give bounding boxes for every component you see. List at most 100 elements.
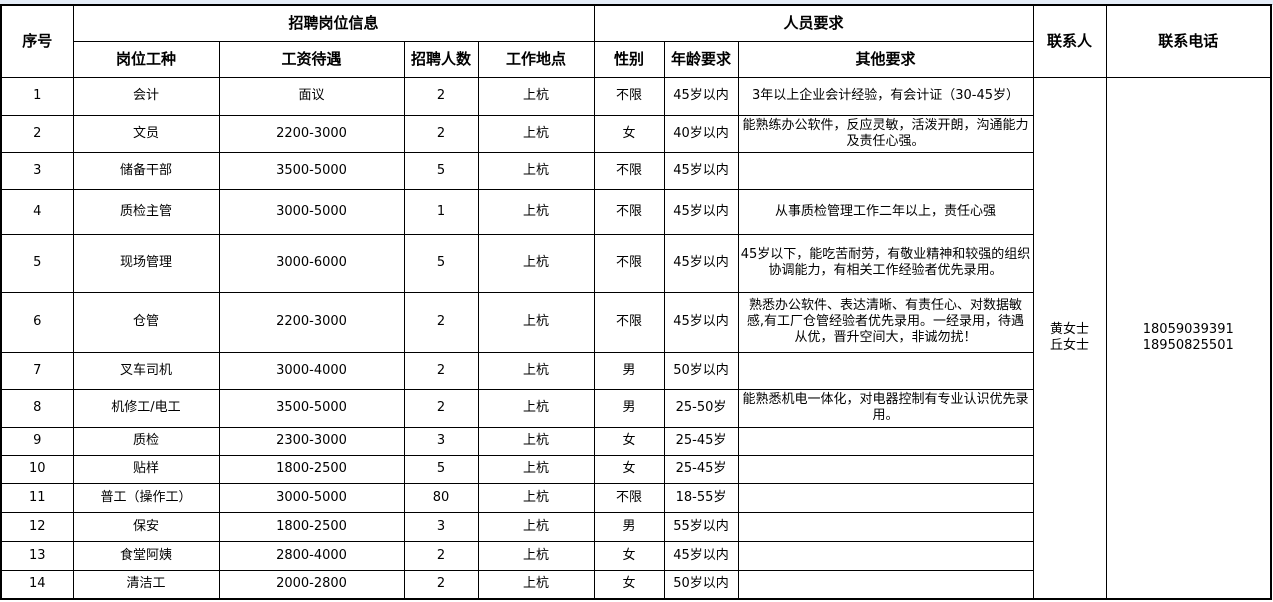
cell-other: 熟悉办公软件、表达清晰、有责任心、对数据敏感,有工厂仓管经验者优先录用。一经录用… xyxy=(737,291,1034,353)
cell-position: 质检 xyxy=(72,426,220,456)
cell-position: 会计 xyxy=(72,76,220,116)
cell-count: 5 xyxy=(403,233,479,293)
cell-age: 18-55岁 xyxy=(663,482,739,513)
cell-salary: 2300-3000 xyxy=(218,426,405,456)
cell-gender: 不限 xyxy=(593,151,665,190)
cell-salary: 面议 xyxy=(218,76,405,116)
cell-location: 上杭 xyxy=(477,351,595,390)
cell-count: 2 xyxy=(403,76,479,116)
cell-gender: 女 xyxy=(593,569,665,600)
cell-location: 上杭 xyxy=(477,76,595,116)
cell-gender: 不限 xyxy=(593,188,665,235)
cell-seq: 6 xyxy=(0,291,74,353)
cell-age: 25-50岁 xyxy=(663,388,739,428)
header-location: 工作地点 xyxy=(477,40,595,78)
cell-seq: 5 xyxy=(0,233,74,293)
cell-age: 25-45岁 xyxy=(663,426,739,456)
cell-position: 食堂阿姨 xyxy=(72,540,220,571)
cell-other xyxy=(737,151,1034,190)
cell-seq: 14 xyxy=(0,569,74,600)
cell-gender: 女 xyxy=(593,540,665,571)
table-row: 7 叉车司机 3000-4000 2 上杭男 50岁以内 xyxy=(0,351,1271,390)
cell-gender: 男 xyxy=(593,351,665,390)
table-row: 8 机修工/电工 3500-5000 2 上杭男 25-50岁 能熟悉机电一体化，对电器控制… xyxy=(0,388,1271,428)
header-seq: 序号 xyxy=(0,4,74,78)
cell-salary: 3000-6000 xyxy=(218,233,405,293)
cell-count: 2 xyxy=(403,291,479,353)
cell-position: 文员 xyxy=(72,114,220,153)
table-row: 3 储备干部 3500-5000 5 上杭 不限 45岁以内 xyxy=(0,151,1271,190)
cell-count: 2 xyxy=(403,569,479,600)
cell-position: 叉车司机 xyxy=(72,351,220,390)
cell-other: 从事质检管理工作二年以上，责任心强 xyxy=(737,188,1034,235)
table-row: 6 仓管 2200-3000 2 上杭 不限 45岁以内 熟悉办公软件、表达清晰、有责任心、对… xyxy=(0,291,1271,353)
cell-age: 25-45岁 xyxy=(663,454,739,484)
cell-seq: 12 xyxy=(0,511,74,542)
cell-age: 45岁以内 xyxy=(663,291,739,353)
cell-location: 上杭 xyxy=(477,188,595,235)
cell-salary: 3500-5000 xyxy=(218,151,405,190)
contact-phones: 18059039391 18950825501 xyxy=(1105,76,1272,600)
cell-gender: 女 xyxy=(593,426,665,456)
cell-seq: 9 xyxy=(0,426,74,456)
cell-position: 仓管 xyxy=(72,291,220,353)
cell-gender: 女 xyxy=(593,114,665,153)
cell-other: 45岁以下，能吃苦耐劳，有敬业精神和较强的组织协调能力，有相关工作经验者优先录用… xyxy=(737,233,1034,293)
header-age: 年龄要求 xyxy=(663,40,739,78)
cell-age: 45岁以内 xyxy=(663,540,739,571)
cell-gender: 不限 xyxy=(593,291,665,353)
cell-other xyxy=(737,511,1034,542)
cell-other: 3年以上企业会计经验，有会计证（30-45岁） xyxy=(737,76,1034,116)
recruitment-table: 序号 招聘岗位信息 人员要求 联系人 联系电话 岗位工种 工资待遇 招聘人数 工… xyxy=(0,4,1272,600)
cell-salary: 2200-3000 xyxy=(218,291,405,353)
cell-salary: 2800-4000 xyxy=(218,540,405,571)
header-job-info: 招聘岗位信息 xyxy=(72,4,595,42)
cell-age: 45岁以内 xyxy=(663,188,739,235)
cell-other xyxy=(737,426,1034,456)
cell-salary: 2000-2800 xyxy=(218,569,405,600)
table-row: 10 贴样 1800-2500 5 上杭女 25-45岁 xyxy=(0,454,1271,484)
cell-other xyxy=(737,351,1034,390)
cell-position: 现场管理 xyxy=(72,233,220,293)
cell-other xyxy=(737,482,1034,513)
cell-count: 2 xyxy=(403,540,479,571)
cell-count: 2 xyxy=(403,351,479,390)
cell-salary: 3000-5000 xyxy=(218,188,405,235)
cell-seq: 8 xyxy=(0,388,74,428)
cell-seq: 3 xyxy=(0,151,74,190)
cell-position: 储备干部 xyxy=(72,151,220,190)
header-position: 岗位工种 xyxy=(72,40,220,78)
header-salary: 工资待遇 xyxy=(218,40,405,78)
table-row: 1 会计 面议 2 上杭 不限 45岁以内 3年以上企业会计经验，有会计证（30-45岁） 黄女… xyxy=(0,76,1272,600)
cell-gender: 不限 xyxy=(593,76,665,116)
cell-location: 上杭 xyxy=(477,233,595,293)
cell-other xyxy=(737,569,1034,600)
cell-other xyxy=(737,454,1034,484)
table-row: 12 保安 1800-2500 3 上杭男 55岁以内 xyxy=(0,511,1271,542)
cell-count: 3 xyxy=(403,511,479,542)
table-row: 11 普工（操作工） 3000-5000 80 上杭 不限 18-55岁 xyxy=(0,482,1271,513)
cell-age: 50岁以内 xyxy=(663,569,739,600)
contact-names: 黄女士 丘女士 xyxy=(1032,76,1107,600)
cell-count: 3 xyxy=(403,426,479,456)
cell-seq: 13 xyxy=(0,540,74,571)
table-row: 14 清洁工 2000-2800 2 上杭女 50岁以内 xyxy=(0,569,1271,600)
header-gender: 性别 xyxy=(593,40,665,78)
cell-salary: 3000-4000 xyxy=(218,351,405,390)
table-row: 13 食堂阿姨 2800-4000 2 上杭女 45岁以内 xyxy=(0,540,1271,571)
cell-age: 55岁以内 xyxy=(663,511,739,542)
cell-position: 保安 xyxy=(72,511,220,542)
cell-location: 上杭 xyxy=(477,114,595,153)
cell-location: 上杭 xyxy=(477,511,595,542)
cell-count: 5 xyxy=(403,151,479,190)
cell-count: 2 xyxy=(403,388,479,428)
cell-age: 45岁以内 xyxy=(663,233,739,293)
cell-location: 上杭 xyxy=(477,454,595,484)
cell-location: 上杭 xyxy=(477,388,595,428)
cell-gender: 女 xyxy=(593,454,665,484)
cell-age: 50岁以内 xyxy=(663,351,739,390)
cell-salary: 3500-5000 xyxy=(218,388,405,428)
table-row: 5 现场管理 3000-6000 5 上杭 不限 45岁以内 45岁以下，能吃苦耐劳，有敬业精… xyxy=(0,233,1271,293)
cell-count: 5 xyxy=(403,454,479,484)
cell-seq: 1 xyxy=(0,76,74,116)
